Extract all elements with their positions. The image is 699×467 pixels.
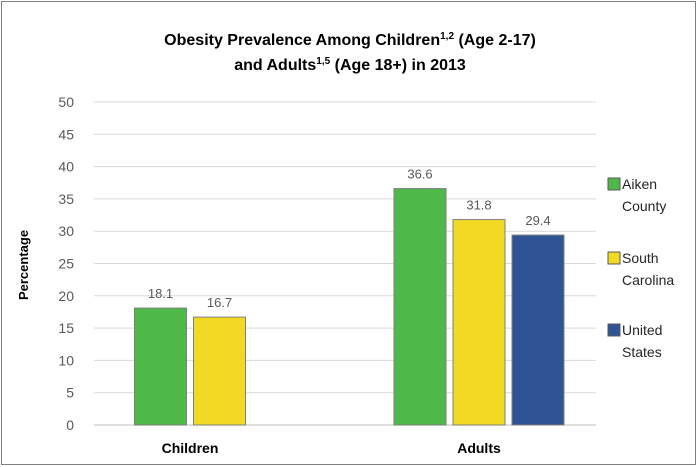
data-labels: 18.1 16.7 36.6 31.8 29.4 bbox=[148, 167, 551, 311]
y-tick-label: 15 bbox=[58, 320, 74, 336]
category-label: Children bbox=[162, 440, 219, 456]
y-tick-label: 20 bbox=[58, 288, 74, 304]
y-tick-label: 25 bbox=[58, 256, 74, 272]
y-tick-labels: 0 5 10 15 20 25 30 35 40 45 50 bbox=[58, 94, 74, 433]
y-tick-label: 40 bbox=[58, 159, 74, 175]
y-tick-label: 50 bbox=[58, 94, 74, 110]
bar bbox=[193, 316, 246, 426]
y-tick-label: 0 bbox=[66, 417, 74, 433]
chart-title: Obesity Prevalence Among Children1,2 (Ag… bbox=[164, 31, 536, 74]
bar bbox=[452, 219, 506, 426]
data-label: 16.7 bbox=[207, 295, 232, 310]
bar bbox=[393, 188, 447, 426]
bar bbox=[134, 307, 187, 426]
y-tick-label: 35 bbox=[58, 191, 74, 207]
legend-swatch bbox=[607, 323, 621, 337]
legend-label: United bbox=[622, 322, 662, 338]
category-label: Adults bbox=[457, 440, 501, 456]
y-tick-label: 45 bbox=[58, 126, 74, 142]
legend-label: Aiken bbox=[622, 176, 657, 192]
legend-label: County bbox=[622, 198, 666, 214]
legend-label: Carolina bbox=[622, 272, 674, 288]
y-tick-label: 5 bbox=[66, 385, 74, 401]
legend: Aiken County South Carolina United States bbox=[607, 176, 674, 360]
legend-swatch bbox=[607, 251, 621, 265]
category-labels: Children Adults bbox=[162, 440, 501, 456]
data-label: 31.8 bbox=[466, 198, 491, 213]
chart-title-line2: and Adults1,5 (Age 18+) in 2013 bbox=[234, 56, 466, 74]
legend-swatch bbox=[607, 177, 621, 191]
bars bbox=[134, 188, 565, 426]
data-label: 36.6 bbox=[407, 167, 432, 182]
bar bbox=[511, 234, 565, 426]
y-tick-label: 10 bbox=[58, 352, 74, 368]
chart-title-line1: Obesity Prevalence Among Children1,2 (Ag… bbox=[164, 31, 536, 49]
y-tick-label: 30 bbox=[58, 223, 74, 239]
data-label: 18.1 bbox=[148, 286, 173, 301]
legend-label: States bbox=[622, 344, 662, 360]
y-axis-label: Percentage bbox=[16, 230, 31, 300]
data-label: 29.4 bbox=[525, 213, 550, 228]
legend-label: South bbox=[622, 250, 659, 266]
